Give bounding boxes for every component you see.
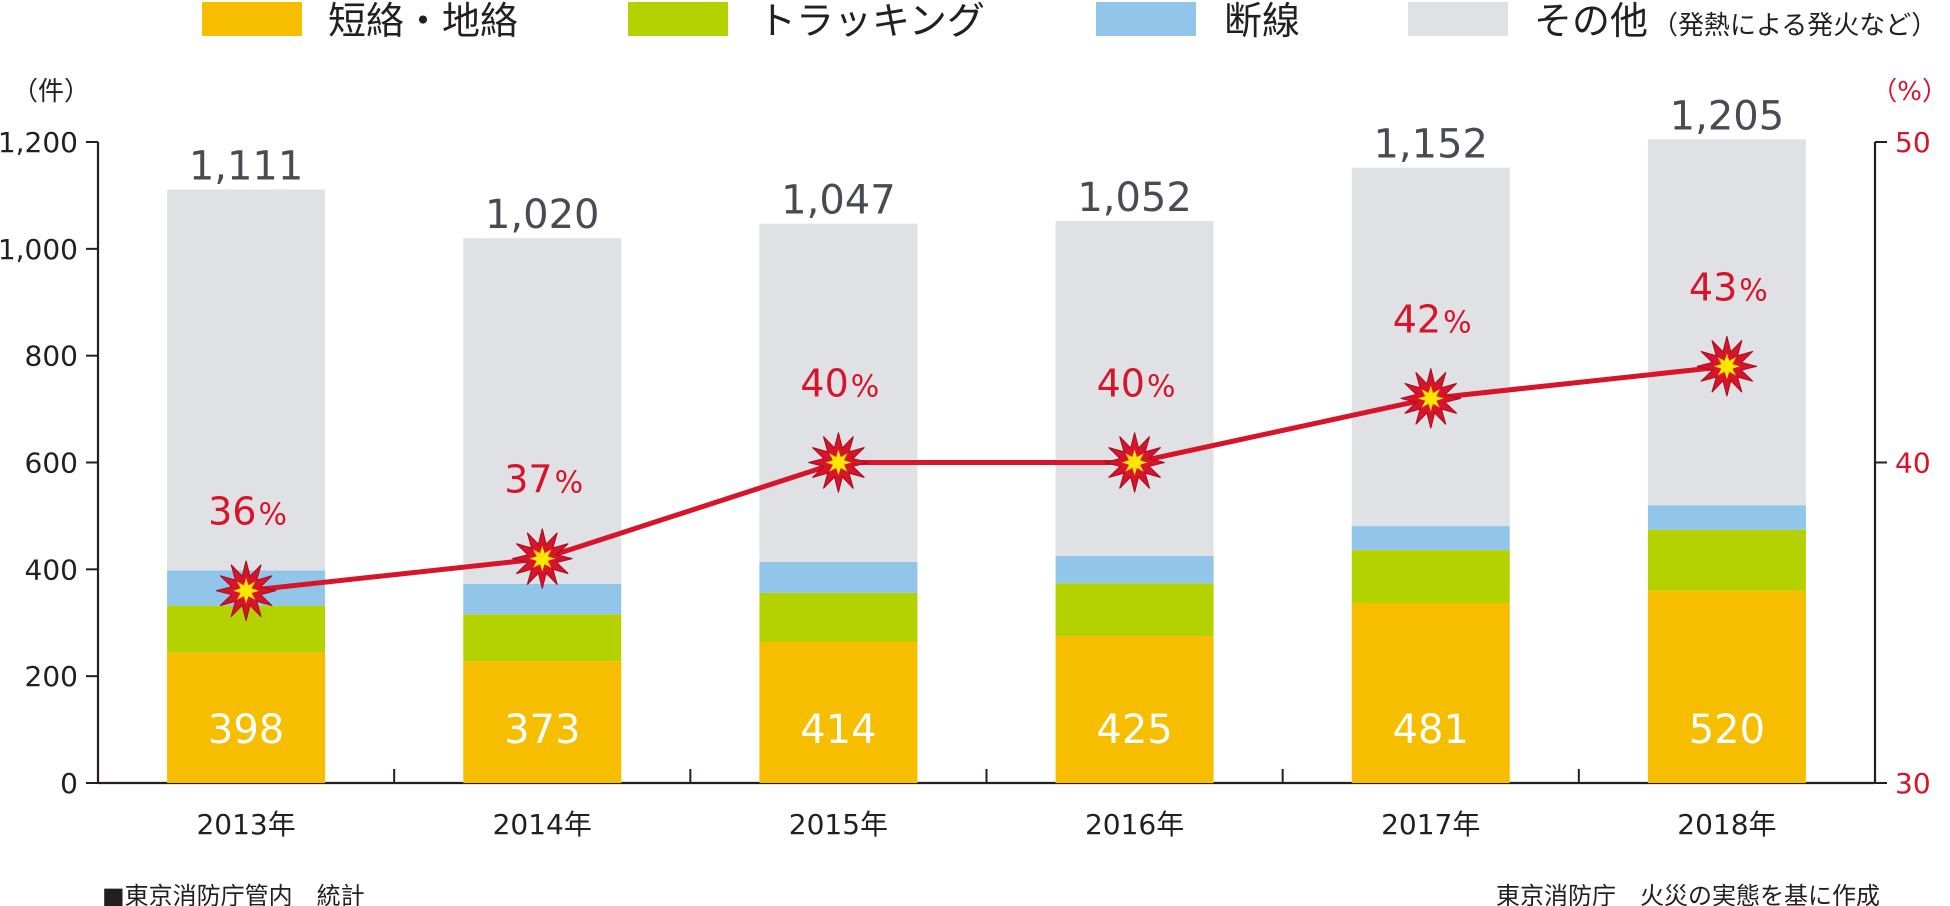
bar-segment-sum-label: 520 <box>1689 707 1765 753</box>
bar-segment-1 <box>1351 602 1510 783</box>
legend-label-1: 短絡・地絡 <box>328 0 518 43</box>
bar-segment-sum-label: 414 <box>800 707 876 753</box>
bar-segment-4 <box>167 189 326 571</box>
legend-swatch-1 <box>202 2 302 36</box>
bar-segment-3 <box>1351 526 1510 551</box>
legend-swatch-2 <box>628 2 728 36</box>
percent-label: 43% <box>1689 265 1768 309</box>
legend-swatch-4 <box>1408 2 1508 36</box>
bar-segment-4 <box>463 238 622 584</box>
y-right-tick-label: 30 <box>1895 767 1931 800</box>
bar-segment-3 <box>1055 555 1214 584</box>
legend-label-3: 断線 <box>1224 0 1300 43</box>
percent-marker-core <box>1417 385 1444 412</box>
bar-segment-2 <box>1055 583 1214 637</box>
percent-marker-core <box>825 449 852 476</box>
bar-segment-sum-label: 425 <box>1096 707 1172 753</box>
bar-segment-sum-label: 481 <box>1393 707 1469 753</box>
bar-segment-3 <box>463 583 622 615</box>
percent-marker-core <box>1121 449 1148 476</box>
bar-segment-2 <box>463 614 622 662</box>
bar-total-label: 1,205 <box>1670 93 1785 139</box>
bar-total-label: 1,152 <box>1373 122 1488 168</box>
bar-segment-1 <box>167 652 326 783</box>
x-tick-label: 2013年 <box>196 808 295 841</box>
y-left-tick-label: 200 <box>25 660 78 693</box>
bar-labels: 398 1,111 373 1,020 414 1,047 425 1,052 481 1,152… <box>189 93 1784 753</box>
bar-segment-4 <box>1647 139 1806 506</box>
legend-label-2: トラッキング <box>758 0 985 43</box>
percent-line: 36% 37% 40% 40% 42% 43% <box>208 265 1768 621</box>
bar-total-label: 1,047 <box>781 178 896 224</box>
y-left-tick-label: 400 <box>25 553 78 586</box>
percent-marker <box>1696 336 1758 397</box>
legend-swatch-3 <box>1096 2 1196 36</box>
bar-segment-1 <box>1647 590 1806 783</box>
percent-marker <box>1104 432 1165 493</box>
legend: 短絡・地絡 トラッキング 断線 その他 （発熱による発火など） <box>202 0 1937 43</box>
bar-total-label: 1,020 <box>485 192 600 238</box>
y-left-tick-label: 1,000 <box>0 233 78 266</box>
percent-marker-core <box>233 577 260 604</box>
percent-marker <box>1400 368 1461 429</box>
y-right-unit: （%） <box>1871 77 1948 107</box>
percent-marker-core <box>529 545 556 572</box>
bar-total-label: 1,052 <box>1077 175 1192 221</box>
bar-segment-3 <box>759 561 918 593</box>
x-tick-label: 2015年 <box>789 808 888 841</box>
footnote-source-left: ■東京消防庁管内 統計 <box>102 882 365 906</box>
y-left-unit: （件） <box>12 77 90 107</box>
bar-total-label: 1,111 <box>189 144 304 190</box>
x-tick-label: 2014年 <box>493 808 592 841</box>
x-tick-label: 2016年 <box>1085 808 1184 841</box>
y-left-tick-label: 600 <box>25 447 78 480</box>
bar-segment-sum-label: 398 <box>208 707 284 753</box>
percent-label: 37% <box>504 458 583 502</box>
y-right-tick-label: 50 <box>1895 126 1931 159</box>
percent-line-path <box>245 363 1728 594</box>
bar-segment-1 <box>759 641 918 783</box>
bar-segment-2 <box>1647 529 1806 591</box>
percent-marker <box>808 432 869 493</box>
bars <box>167 139 1806 783</box>
x-tick-label: 2018年 <box>1677 808 1776 841</box>
bar-segment-4 <box>759 223 918 562</box>
bar-segment-sum-label: 373 <box>504 707 580 753</box>
bar-segment-1 <box>1055 636 1214 783</box>
percent-label: 40% <box>1097 362 1176 406</box>
bar-segment-4 <box>1055 221 1214 556</box>
percent-marker-core <box>1713 353 1740 380</box>
y-left-tick-label: 1,200 <box>0 126 78 159</box>
bar-segment-4 <box>1351 167 1510 527</box>
y-right-tick-label: 40 <box>1895 447 1931 480</box>
percent-marker <box>512 528 573 589</box>
bar-segment-1 <box>463 661 622 783</box>
percent-label: 42% <box>1393 297 1472 341</box>
axes: 0 200 400 600 800 1,000 1,200 30 40 50 （件） （%） 2013年… <box>0 77 1948 841</box>
percent-label: 36% <box>208 490 287 534</box>
y-left-tick-label: 0 <box>60 767 78 800</box>
percent-marker <box>215 560 277 621</box>
legend-label-4: その他 （発熱による発火など） <box>1534 0 1937 43</box>
bar-segment-3 <box>1647 505 1806 530</box>
percent-label: 40% <box>800 362 879 406</box>
y-left-tick-label: 800 <box>25 340 78 373</box>
footnote-source-right: 東京消防庁 火災の実態を基に作成 <box>1496 882 1880 906</box>
bar-segment-2 <box>759 592 918 642</box>
bar-segment-2 <box>1351 550 1510 603</box>
x-tick-label: 2017年 <box>1381 808 1480 841</box>
